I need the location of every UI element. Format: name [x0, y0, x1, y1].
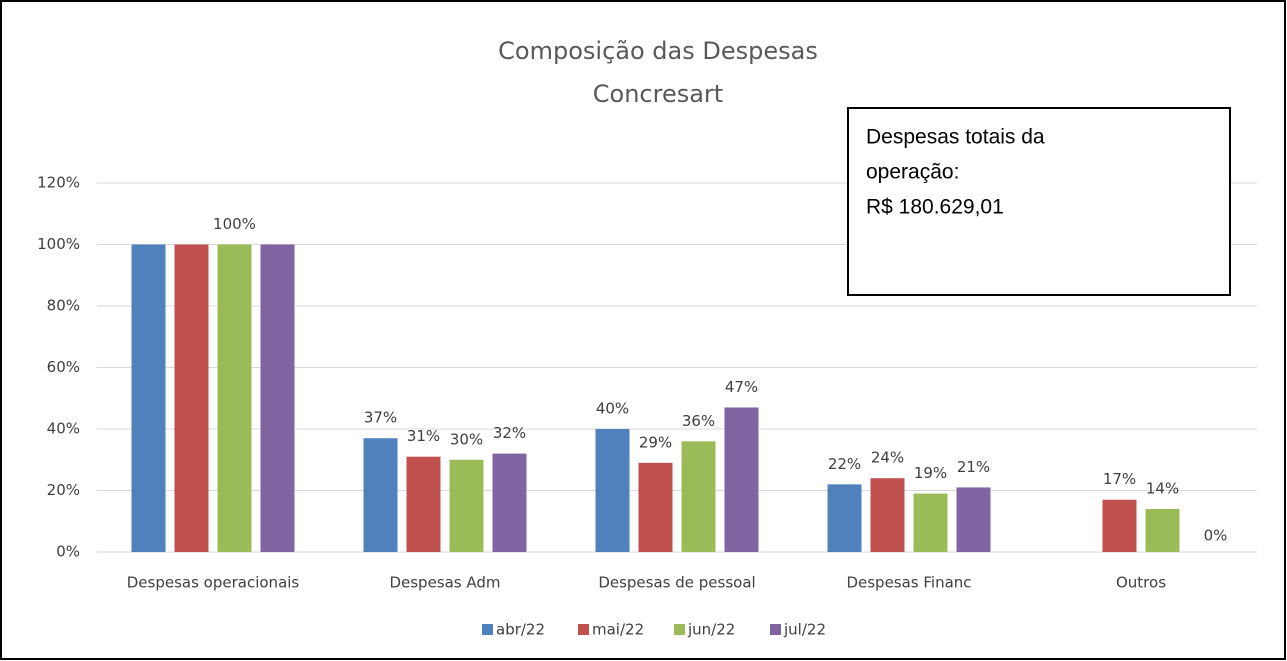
y-tick-label: 100%	[37, 235, 80, 253]
y-tick-label: 60%	[47, 358, 80, 376]
data-label: 21%	[957, 458, 990, 476]
legend-swatch	[674, 624, 685, 635]
x-tick-label: Despesas operacionais	[127, 574, 300, 592]
legend-label: abr/22	[496, 621, 545, 639]
bar	[1102, 499, 1137, 552]
y-tick-label: 40%	[47, 420, 80, 438]
y-tick-label: 0%	[56, 543, 80, 561]
data-label: 22%	[828, 455, 861, 473]
y-tick-label: 120%	[37, 174, 80, 192]
bar	[956, 487, 991, 552]
data-label: 17%	[1103, 470, 1136, 488]
y-tick-label: 80%	[47, 297, 80, 315]
data-label: 19%	[914, 464, 947, 482]
bar	[131, 244, 166, 552]
bar	[913, 493, 948, 552]
data-label: 31%	[407, 427, 440, 445]
bar	[406, 456, 441, 552]
legend-label: mai/22	[592, 621, 644, 639]
annotation-box	[847, 107, 1231, 296]
data-label: 24%	[871, 449, 904, 467]
legend-swatch	[482, 624, 493, 635]
data-label: 0%	[1204, 527, 1228, 545]
legend-swatch	[578, 624, 589, 635]
legend-label: jun/22	[687, 621, 735, 639]
data-label: 47%	[725, 378, 758, 396]
x-tick-label: Despesas Financ	[846, 574, 971, 592]
bar	[449, 459, 484, 552]
data-label: 100%	[213, 215, 256, 233]
data-label: 40%	[596, 400, 629, 418]
annotation-text: operação:	[866, 161, 959, 184]
bar	[827, 484, 862, 552]
bar	[260, 244, 295, 552]
data-label: 37%	[364, 409, 397, 427]
x-tick-label: Outros	[1116, 574, 1166, 592]
annotation-text: R$ 180.629,01	[866, 196, 1004, 219]
bar	[363, 438, 398, 552]
legend-label: jul/22	[783, 621, 826, 639]
legend-swatch	[770, 624, 781, 635]
bar	[724, 407, 759, 552]
bar	[638, 462, 673, 552]
bar	[1145, 508, 1180, 552]
bar	[492, 453, 527, 552]
data-label: 30%	[450, 430, 483, 448]
annotation-text: Despesas totais da	[866, 126, 1045, 149]
bar	[174, 244, 209, 552]
bar	[870, 478, 905, 552]
chart-subtitle: Concresart	[593, 80, 723, 108]
data-label: 29%	[639, 433, 672, 451]
data-label: 14%	[1146, 479, 1179, 497]
y-tick-label: 20%	[47, 481, 80, 499]
bar	[217, 244, 252, 552]
bar	[681, 441, 716, 552]
x-tick-label: Despesas de pessoal	[598, 574, 755, 592]
chart-title: Composição das Despesas	[498, 37, 818, 65]
x-tick-label: Despesas Adm	[389, 574, 500, 592]
data-label: 32%	[493, 424, 526, 442]
bar	[595, 429, 630, 552]
data-label: 36%	[682, 412, 715, 430]
